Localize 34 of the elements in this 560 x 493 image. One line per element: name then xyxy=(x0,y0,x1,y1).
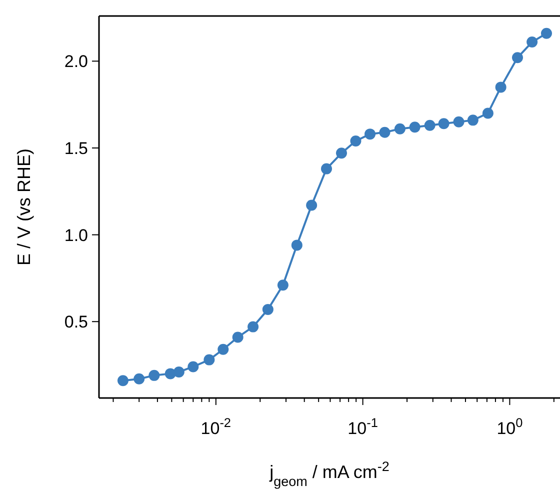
point xyxy=(291,240,302,251)
y-tick-label: 0.5 xyxy=(64,312,88,332)
point xyxy=(336,148,347,159)
point xyxy=(540,28,552,39)
y-tick-label: 2.0 xyxy=(64,52,88,72)
point xyxy=(232,332,244,343)
point xyxy=(320,163,332,174)
point xyxy=(218,344,229,355)
point xyxy=(306,200,318,211)
point xyxy=(204,354,215,366)
x-tick-label: 10$^{-1}$ xyxy=(348,414,378,438)
point xyxy=(424,120,436,131)
point xyxy=(262,304,274,315)
point xyxy=(526,36,538,48)
point xyxy=(394,123,406,134)
x-tick-label: 10$^{-2}$ xyxy=(200,414,232,438)
point xyxy=(409,122,420,133)
point xyxy=(248,321,259,332)
point xyxy=(188,361,199,372)
point xyxy=(350,136,362,147)
x-tick-label: 10$^{0}$ xyxy=(496,414,523,438)
point xyxy=(173,366,184,378)
point xyxy=(379,126,390,138)
point xyxy=(277,280,288,291)
y-tick-label: 1.5 xyxy=(64,138,88,158)
point xyxy=(438,118,450,130)
point xyxy=(453,116,464,128)
point xyxy=(364,128,376,140)
y-tick-label: 1.0 xyxy=(64,226,88,245)
y-axis-title: E / V (vs RHE) xyxy=(14,148,34,266)
x-axis-title: j$_{geom}$ / mA cm$^{-2}$ xyxy=(268,458,390,488)
point xyxy=(512,52,523,64)
point xyxy=(482,108,494,119)
point xyxy=(467,114,478,126)
